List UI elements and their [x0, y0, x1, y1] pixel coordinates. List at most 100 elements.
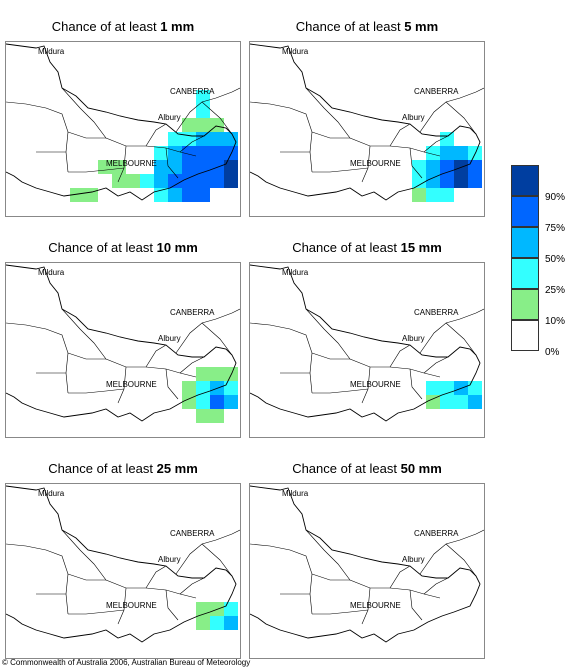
probability-cell [70, 188, 84, 202]
probability-cell [182, 132, 196, 146]
probability-cell [182, 395, 196, 409]
title-prefix: Chance of at least [51, 19, 157, 34]
probability-cell [196, 395, 210, 409]
district-boundary [201, 543, 233, 577]
title-prefix: Chance of at least [48, 461, 153, 476]
district-boundary [389, 344, 411, 368]
probability-cell [440, 132, 454, 146]
district-boundary [445, 101, 477, 135]
panel-title: Chance of at least 5 mm [249, 19, 485, 35]
probability-cell [224, 132, 238, 146]
probability-cell [196, 160, 210, 174]
legend-swatch-10 [511, 289, 539, 320]
district-boundary [68, 167, 125, 173]
district-boundary [179, 577, 205, 595]
place-label-melbourne: MELBOURNE [106, 601, 157, 610]
map-25mm: Mildura CANBERRA Albury MELBOURNE [5, 483, 241, 659]
probability-cell [210, 409, 224, 423]
probability-cell [426, 160, 440, 174]
probability-cell [182, 146, 196, 160]
place-label-mildura: Mildura [38, 489, 65, 498]
legend-swatch-25 [511, 258, 539, 289]
district-boundary [389, 565, 411, 589]
threshold-label: 1 mm [160, 19, 195, 34]
probability-cell [440, 160, 454, 174]
district-boundary [6, 543, 69, 615]
probability-cell [182, 188, 196, 202]
probability-cell [126, 174, 140, 188]
district-boundary [145, 123, 167, 147]
probability-cell [196, 146, 210, 160]
probability-cell [412, 188, 426, 202]
probability-cells [196, 602, 238, 630]
probability-cell [440, 395, 454, 409]
probability-cell [210, 146, 224, 160]
probability-cell [168, 188, 182, 202]
district-boundary [179, 356, 205, 374]
probability-cell [168, 132, 182, 146]
district-boundary [423, 356, 449, 374]
state-boundary [250, 43, 481, 201]
title-prefix: Chance of at least [292, 461, 397, 476]
probability-cell [210, 616, 224, 630]
place-label-melbourne: MELBOURNE [350, 380, 401, 389]
place-label-albury: Albury [402, 334, 425, 343]
district-boundary [445, 322, 477, 356]
probability-cell [154, 174, 168, 188]
place-label-albury: Albury [158, 113, 181, 122]
probability-cell [182, 160, 196, 174]
probability-cell [196, 132, 210, 146]
probability-cell [426, 395, 440, 409]
place-label-melbourne: MELBOURNE [350, 601, 401, 610]
probability-cell [112, 160, 126, 174]
probability-cell [196, 104, 210, 118]
place-label-canberra: CANBERRA [170, 87, 215, 96]
probability-cell [412, 174, 426, 188]
probability-cell [196, 381, 210, 395]
probability-cell [412, 160, 426, 174]
district-boundary [201, 101, 233, 135]
place-label-albury: Albury [402, 113, 425, 122]
panel-title: Chance of at least 50 mm [249, 461, 485, 477]
district-boundary [312, 609, 369, 615]
probability-cell [196, 602, 210, 616]
district-boundary [389, 123, 411, 147]
probability-cell [196, 409, 210, 423]
district-boundary [250, 543, 313, 615]
legend-swatch-75 [511, 196, 539, 227]
panel-title: Chance of at least 15 mm [249, 240, 485, 256]
district-boundary [68, 388, 125, 394]
probability-cell [224, 381, 238, 395]
district-boundary [409, 589, 423, 621]
district-boundary [175, 87, 240, 133]
probability-cell [196, 118, 210, 132]
place-label-melbourne: MELBOURNE [106, 159, 157, 168]
district-boundary [419, 87, 484, 133]
threshold-label: 15 mm [400, 240, 442, 255]
place-label-mildura: Mildura [282, 489, 309, 498]
probability-cell [426, 381, 440, 395]
legend-label-90: 90% [545, 192, 566, 203]
threshold-label: 50 mm [400, 461, 442, 476]
legend-swatch-50 [511, 227, 539, 258]
probability-cell [426, 188, 440, 202]
probability-cell [210, 174, 224, 188]
district-boundary [165, 147, 179, 179]
probability-cell [440, 174, 454, 188]
place-label-mildura: Mildura [38, 268, 65, 277]
district-boundary [409, 368, 423, 400]
place-label-canberra: CANBERRA [170, 529, 215, 538]
place-label-mildura: Mildura [38, 47, 65, 56]
district-boundary [423, 577, 449, 595]
map-10mm: Mildura CANBERRA Albury MELBOURNE [5, 262, 241, 438]
state-boundary [6, 43, 237, 201]
map-15mm: Mildura CANBERRA Albury MELBOURNE [249, 262, 485, 438]
probability-cell [168, 160, 182, 174]
legend-label-25: 25% [545, 285, 566, 296]
district-boundary [165, 589, 179, 621]
place-label-melbourne: MELBOURNE [106, 380, 157, 389]
title-prefix: Chance of at least [295, 19, 401, 34]
place-label-albury: Albury [158, 334, 181, 343]
probability-cell [196, 188, 210, 202]
state-boundary [250, 264, 481, 422]
